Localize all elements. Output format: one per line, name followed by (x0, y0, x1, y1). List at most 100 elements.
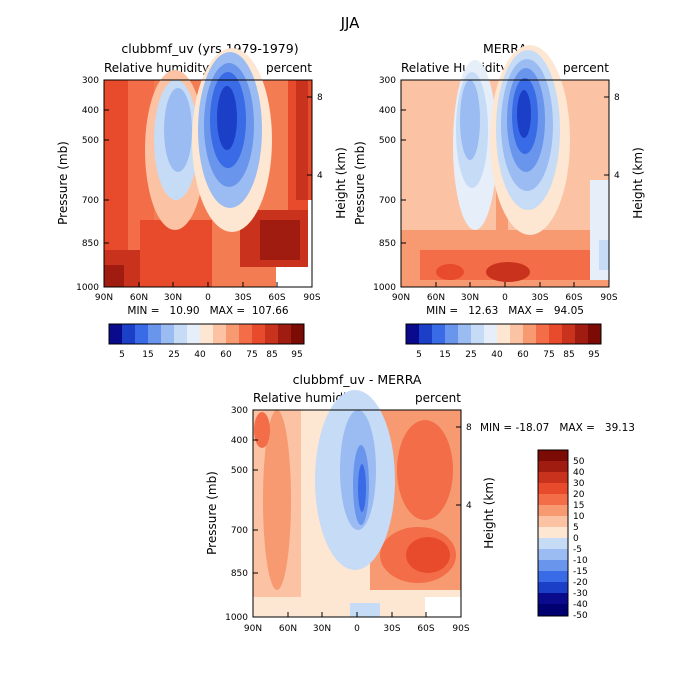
y-axis-label: Pressure (mb) (205, 471, 219, 555)
y-tick-label: 850 (231, 569, 248, 579)
colorbar-label: 10 (573, 512, 585, 522)
x-tick-label: 90S (303, 293, 320, 303)
y-tick-label: 1000 (225, 613, 248, 623)
colorbar-swatch (122, 324, 135, 344)
x-tick-label: 0 (205, 293, 211, 303)
field-region-low (599, 240, 609, 270)
plot-area (401, 45, 609, 287)
colorbar-swatch (497, 324, 510, 344)
y-axis-label: Pressure (mb) (353, 141, 367, 225)
y-tick-label: 850 (379, 239, 396, 249)
x-tick-label: 90N (392, 293, 410, 303)
colorbar-label: 85 (266, 350, 277, 360)
y-axis: 300 400 500 700 850 1000 Pressure (mb) (353, 76, 406, 293)
field-region-high (140, 220, 212, 287)
y2-tick-label: 8 (317, 93, 323, 103)
field-region-high (263, 410, 291, 590)
y-tick-label: 1000 (373, 283, 396, 293)
figure-title: JJA (340, 14, 361, 32)
plot-area (104, 48, 312, 287)
x-tick-label: 60S (268, 293, 285, 303)
colorbar-frame (108, 323, 305, 345)
min-max-stats: MIN = 12.63 MAX = 94.05 (426, 305, 584, 317)
panel-title: clubbmf_uv - MERRA (293, 372, 422, 387)
y2-tick-label: 4 (466, 501, 472, 511)
y-tick-label: 500 (379, 136, 396, 146)
colorbar-swatch (239, 324, 252, 344)
colorbar-label: 75 (543, 350, 554, 360)
colorbar-swatch (291, 324, 304, 344)
x-tick-label: 60N (279, 624, 297, 634)
y2-axis-label: Height (km) (334, 147, 348, 218)
left-subtitle: Relative humidity (253, 391, 358, 405)
right-subtitle: percent (266, 61, 312, 75)
plot-area (253, 390, 461, 617)
y2-axis-label: Height (km) (482, 477, 496, 548)
colorbar-swatch (278, 324, 291, 344)
colorbar-label: 15 (439, 350, 450, 360)
x-tick-label: 30S (531, 293, 548, 303)
panel-model: clubbmf_uv (yrs 1979-1979) Relative humi… (56, 41, 348, 360)
field-region-low (460, 80, 480, 160)
y2-tick-label: 8 (614, 93, 620, 103)
colorbar-swatch (161, 324, 174, 344)
y-tick-label: 400 (231, 436, 248, 446)
y2-axis: 8 4 Height (km) (456, 423, 496, 549)
colorbar-label: 20 (573, 490, 585, 500)
colorbar-label: -50 (573, 611, 588, 621)
right-subtitle: percent (563, 61, 609, 75)
x-tick-label: 90N (95, 293, 113, 303)
right-subtitle: percent (415, 391, 461, 405)
x-tick-label: 90N (244, 624, 262, 634)
y-tick-label: 1000 (76, 283, 99, 293)
colorbar-swatch (135, 324, 148, 344)
colorbar-swatch (187, 324, 200, 344)
x-tick-label: 30N (313, 624, 331, 634)
y-tick-label: 300 (82, 76, 99, 86)
field-region-high (260, 220, 300, 260)
colorbar-label: 50 (573, 457, 585, 467)
x-tick-label: 60S (417, 624, 434, 634)
panel-title: clubbmf_uv (yrs 1979-1979) (121, 41, 298, 56)
field-region-high (104, 265, 124, 287)
colorbar-label: 30 (573, 479, 585, 489)
colorbar-frame (405, 323, 602, 345)
y-tick-label: 700 (231, 526, 248, 536)
x-axis: 90N 60N 30N 0 30S 60S 90S (244, 612, 470, 634)
left-subtitle: Relative Humidity (401, 61, 508, 75)
colorbar-label: 85 (563, 350, 574, 360)
colorbar-swatch (148, 324, 161, 344)
colorbar-swatch (562, 324, 575, 344)
x-tick-label: 60N (130, 293, 148, 303)
colorbar-swatch (538, 560, 568, 571)
colorbar-swatch (538, 593, 568, 604)
left-subtitle: Relative humidity (104, 61, 209, 75)
missing-data (425, 597, 461, 617)
y-tick-label: 400 (379, 106, 396, 116)
field-region-high (254, 412, 270, 448)
colorbar-label: 95 (588, 350, 599, 360)
colorbar-swatch (549, 324, 562, 344)
colorbar: 5 15 25 40 60 75 85 95 (108, 323, 305, 360)
field-region-low (164, 88, 192, 172)
colorbar-swatch (523, 324, 536, 344)
x-tick-label: 30N (164, 293, 182, 303)
y2-tick-label: 8 (466, 423, 472, 433)
field-region-high (397, 420, 453, 520)
colorbar-swatch (538, 527, 568, 538)
field-region-high (406, 537, 450, 573)
x-tick-label: 30S (383, 624, 400, 634)
colorbar-swatch (406, 324, 419, 344)
y-tick-label: 300 (379, 76, 396, 86)
colorbar-label: -5 (573, 545, 582, 555)
colorbar-swatch (226, 324, 239, 344)
colorbar: 5 15 25 40 60 75 85 95 (405, 323, 602, 360)
colorbar-swatch (538, 549, 568, 560)
colorbar-swatch (538, 516, 568, 527)
y2-axis: 8 4 Height (km) (307, 93, 348, 219)
colorbar-swatch (445, 324, 458, 344)
y-tick-label: 400 (82, 106, 99, 116)
missing-data (308, 200, 312, 287)
